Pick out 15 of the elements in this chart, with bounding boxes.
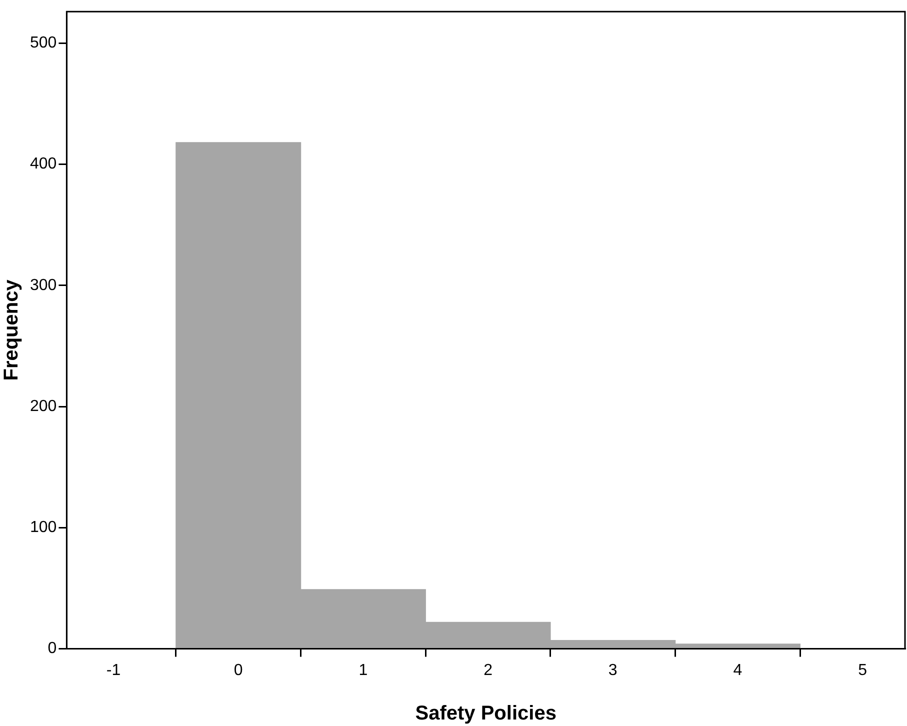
x-tick-label: -1 bbox=[106, 662, 121, 679]
x-tick-label: 5 bbox=[858, 662, 868, 679]
x-tick-label: 1 bbox=[358, 662, 368, 679]
y-tick-label: 100 bbox=[30, 519, 57, 536]
x-tick-label: 0 bbox=[234, 662, 243, 679]
y-tick-label: 200 bbox=[30, 398, 57, 415]
x-tick-label: 4 bbox=[733, 662, 742, 679]
y-tick-label: 300 bbox=[30, 276, 57, 294]
x-tick-label: 2 bbox=[484, 662, 493, 679]
x-tick-label: 3 bbox=[608, 662, 618, 679]
y-tick-label: 400 bbox=[30, 156, 57, 173]
y-tick-label: 500 bbox=[30, 34, 57, 52]
y-axis-title: Frequency bbox=[0, 278, 23, 381]
x-axis-title: Safety Policies bbox=[415, 702, 556, 725]
y-tick-label: 0 bbox=[48, 640, 57, 658]
